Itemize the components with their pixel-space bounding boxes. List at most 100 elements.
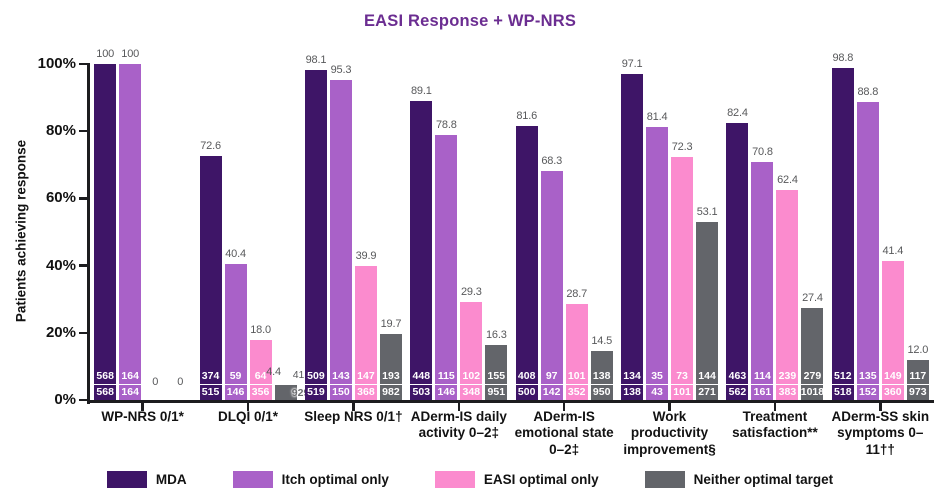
n-over-N: 73 101 bbox=[669, 370, 696, 398]
n-denominator: 152 bbox=[859, 385, 877, 398]
legend-swatch-easi bbox=[434, 471, 475, 488]
bar-value-label: 18.0 bbox=[250, 323, 271, 336]
bar-mda: 512 518 bbox=[829, 68, 856, 400]
bar-neither: 193 982 bbox=[377, 333, 404, 400]
legend-item-itch: Itch optimal only bbox=[232, 471, 389, 488]
bar-value-label: 81.4 bbox=[646, 110, 668, 123]
y-axis-line bbox=[87, 63, 90, 404]
n-numerator: 463 bbox=[724, 370, 751, 385]
n-denominator: 568 bbox=[96, 385, 114, 398]
n-denominator: 142 bbox=[542, 385, 561, 398]
n-over-N: 509 519 bbox=[302, 370, 329, 398]
n-denominator: 503 bbox=[412, 385, 431, 398]
n-denominator: 146 bbox=[437, 385, 456, 398]
bar-value-label: 16.3 bbox=[486, 329, 507, 342]
n-numerator: 135 bbox=[854, 370, 881, 385]
bar-value-label: 72.6 bbox=[200, 140, 221, 153]
n-denominator: 150 bbox=[332, 385, 350, 398]
bar-value-label: 29.3 bbox=[461, 285, 482, 298]
bar-slot-neither: 4.4 41 929 bbox=[266, 64, 309, 400]
n-denominator: 950 bbox=[592, 385, 611, 398]
bar-slot-easi: 0 bbox=[144, 64, 166, 400]
x-tick-mark bbox=[773, 403, 777, 411]
bar-slot-mda: 509 519 98.1 bbox=[302, 54, 329, 400]
n-denominator: 973 bbox=[909, 385, 927, 398]
n-denominator: 519 bbox=[307, 385, 325, 398]
bar-easi: 147 368 bbox=[352, 265, 379, 400]
legend-item-mda: MDA bbox=[106, 471, 187, 488]
x-tick-mark bbox=[352, 403, 355, 411]
bar-value-label: 40.4 bbox=[225, 248, 246, 261]
y-tick-label: 20% bbox=[45, 323, 76, 341]
n-over-N: 114 161 bbox=[749, 370, 776, 398]
bar-itch: 35 43 bbox=[644, 126, 671, 400]
category-label: WP-NRS 0/1* bbox=[101, 409, 184, 424]
y-tick-label: 60% bbox=[45, 189, 76, 207]
bar-itch: 97 142 bbox=[538, 170, 565, 400]
n-numerator: 374 bbox=[197, 370, 224, 385]
bar-value-label: 100 bbox=[121, 48, 140, 60]
bar-value-label: 4.4 bbox=[266, 366, 281, 379]
n-over-N: 64 356 bbox=[247, 370, 274, 398]
n-denominator: 138 bbox=[623, 385, 641, 398]
category-label: Work productivity improvement§ bbox=[623, 409, 716, 457]
n-numerator: 155 bbox=[483, 370, 510, 385]
x-tick-mark bbox=[562, 403, 566, 411]
n-over-N: 101 352 bbox=[563, 370, 590, 398]
n-denominator: 383 bbox=[778, 385, 797, 398]
n-over-N: 239 383 bbox=[774, 370, 801, 398]
bar-slot-itch: 114 161 70.8 bbox=[749, 64, 776, 400]
n-over-N: 155 951 bbox=[483, 370, 510, 398]
n-over-N: 97 142 bbox=[538, 370, 565, 398]
n-denominator: 348 bbox=[462, 385, 481, 398]
bar-itch: 164 164 bbox=[117, 64, 144, 400]
bar-group: 512 518 98.8 135 152 88.8 149 360 41.4 117 973 12.0 bbox=[828, 52, 933, 400]
n-over-N: 374 515 bbox=[197, 370, 224, 398]
n-over-N: 279 1018 bbox=[799, 370, 826, 398]
bar-slot-itch: 135 152 88.8 bbox=[854, 64, 881, 400]
bar-value-label: 12.0 bbox=[907, 343, 929, 356]
bar-value-label: 98.8 bbox=[832, 52, 854, 65]
bar-group: 509 519 98.1 143 150 95.3 147 368 39.9 193 982 19.7 bbox=[301, 54, 406, 400]
bar-slot-mda: 374 515 72.6 bbox=[197, 64, 224, 400]
bar-slot-itch: 143 150 95.3 bbox=[327, 64, 354, 400]
n-numerator: 239 bbox=[774, 370, 801, 385]
bar-mda: 448 503 bbox=[408, 100, 435, 400]
n-numerator: 408 bbox=[513, 370, 540, 385]
bar-value-label: 82.4 bbox=[727, 107, 748, 120]
n-numerator: 143 bbox=[327, 370, 354, 385]
n-numerator: 101 bbox=[563, 370, 590, 385]
bar-group: 463 562 82.4 114 161 70.8 239 383 62.4 279 1018 27.… bbox=[722, 64, 827, 400]
legend-swatch-mda bbox=[106, 471, 147, 488]
legend-label-itch: Itch optimal only bbox=[281, 472, 389, 487]
bar-neither: 138 950 bbox=[588, 351, 615, 400]
bar-neither: 155 951 bbox=[483, 345, 510, 400]
n-denominator: 101 bbox=[673, 385, 691, 398]
bar-slot-easi: 101 352 28.7 bbox=[563, 64, 590, 400]
bar-group: 568 568 100 164 164 100 0 0 bbox=[90, 48, 195, 400]
bar-slot-neither: 193 982 19.7 bbox=[377, 64, 404, 400]
n-numerator: 73 bbox=[669, 370, 696, 385]
n-denominator: 164 bbox=[121, 385, 139, 398]
n-denominator: 161 bbox=[753, 385, 772, 398]
bar-itch: 59 146 bbox=[222, 264, 249, 400]
n-over-N: 35 43 bbox=[644, 370, 671, 398]
bar-value-label: 19.7 bbox=[380, 317, 402, 330]
bar-value-label: 72.3 bbox=[671, 141, 693, 154]
n-over-N: 102 348 bbox=[458, 370, 485, 398]
legend-label-easi: EASI optimal only bbox=[483, 472, 599, 487]
n-numerator: 512 bbox=[829, 370, 856, 385]
n-denominator: 356 bbox=[251, 385, 270, 398]
category-label: ADerm-IS emotional state 0–2‡ bbox=[514, 409, 614, 457]
bar-slot-neither: 279 1018 27.4 bbox=[799, 64, 826, 400]
bar-slot-neither: 0 bbox=[169, 64, 191, 400]
bar-group: 134 138 97.1 35 43 81.4 73 101 72.3 144 271 53.1 bbox=[617, 58, 722, 400]
y-tick-label: 80% bbox=[45, 122, 76, 140]
bar-slot-itch: 35 43 81.4 bbox=[644, 64, 671, 400]
n-numerator: 164 bbox=[117, 370, 144, 385]
x-tick-mark bbox=[879, 403, 882, 411]
n-numerator: 59 bbox=[222, 370, 249, 385]
bar-value-label: 41.4 bbox=[882, 244, 904, 257]
category-label: Sleep NRS 0/1† bbox=[304, 409, 403, 424]
bar-neither: 117 973 bbox=[904, 359, 931, 400]
